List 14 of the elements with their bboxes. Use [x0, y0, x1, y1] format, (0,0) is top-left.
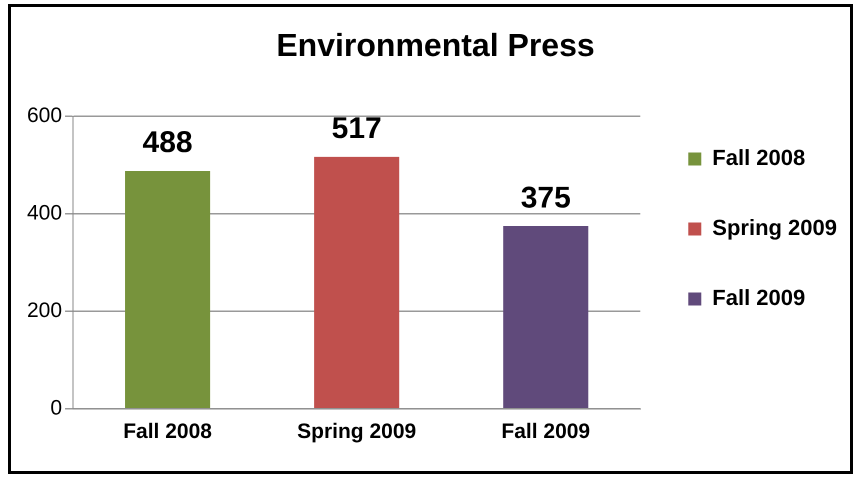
x-tick-label: Fall 2008	[123, 420, 212, 444]
y-tick-label: 200	[26, 299, 62, 322]
x-tick-label: Fall 2009	[501, 420, 590, 444]
y-tick-label: 600	[26, 104, 62, 128]
data-label: 488	[142, 126, 193, 160]
data-label: 375	[520, 181, 571, 214]
legend-label: Fall 2008	[712, 145, 806, 170]
data-label: 517	[332, 112, 382, 146]
x-tick-label: Spring 2009	[297, 420, 416, 444]
y-tick-label: 0	[50, 396, 62, 420]
legend-label: Fall 2009	[712, 285, 806, 310]
y-tick-label: 400	[26, 202, 62, 225]
chart-title: Environmental Press	[276, 27, 595, 64]
legend-label: Spring 2009	[712, 215, 837, 240]
